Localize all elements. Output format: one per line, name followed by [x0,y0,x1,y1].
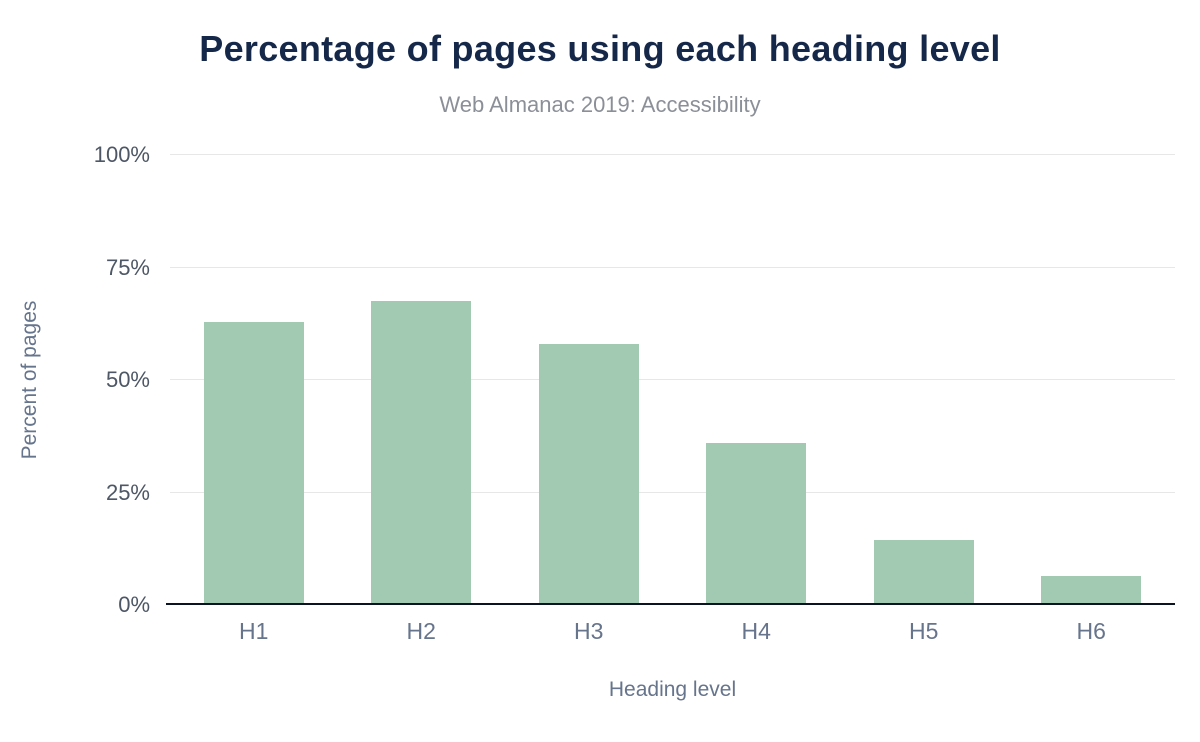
bars [170,155,1175,605]
y-tick-label: 75% [105,254,150,280]
bar-column [840,155,1008,605]
bar-h6[interactable] [1041,575,1142,605]
x-axis-title: Heading level [608,678,737,701]
y-tick-label: 50% [105,367,150,392]
bar-column [1008,155,1176,605]
x-tick-label: H5 [909,618,939,644]
gridline [170,266,1175,268]
bar-h4[interactable] [706,443,807,605]
y-axis-ticks: 0% 25% 50% 75% 100% [0,142,160,617]
bar-column [673,155,841,605]
bar-column [338,155,506,605]
y-tick-label: 25% [105,479,150,505]
x-tick-label: H6 [1076,618,1106,644]
x-axis-baseline [166,603,1175,605]
gridline [170,154,1175,155]
x-tick-label: H2 [406,618,436,644]
bar-h3[interactable] [538,344,639,605]
y-tick-label: 0% [118,592,150,617]
x-tick-label: H1 [239,618,269,644]
x-tick-label: H3 [574,618,604,644]
chart-title: Percentage of pages using each heading l… [199,28,1001,69]
bar-h5[interactable] [873,539,974,605]
chart-subtitle: Web Almanac 2019: Accessibility [439,92,761,117]
bar-h1[interactable] [203,321,304,605]
gridline [170,491,1175,493]
y-tick-label: 100% [93,142,150,167]
gridline [170,379,1175,380]
plot-area [166,154,1175,605]
bar-column [505,155,673,605]
bar-column [170,155,338,605]
x-tick-label: H4 [741,618,771,644]
x-axis-ticks: H1 H2 H3 H4 H5 H6 [170,618,1175,645]
bar-h2[interactable] [371,301,472,605]
